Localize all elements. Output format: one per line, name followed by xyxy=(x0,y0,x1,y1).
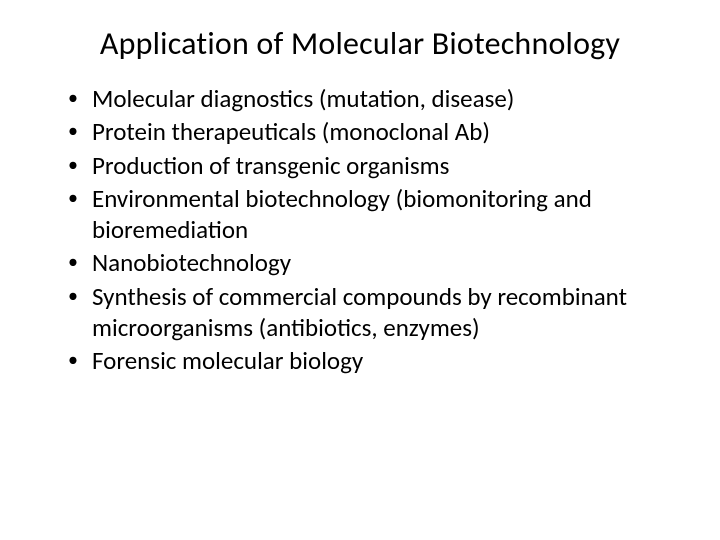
slide: Application of Molecular Biotechnology M… xyxy=(0,0,720,540)
list-item: Forensic molecular biology xyxy=(68,345,680,376)
list-item: Molecular diagnostics (mutation, disease… xyxy=(68,83,680,114)
slide-title: Application of Molecular Biotechnology xyxy=(40,24,680,63)
list-item: Environmental biotechnology (biomonitori… xyxy=(68,183,680,246)
list-item: Nanobiotechnology xyxy=(68,247,680,278)
list-item: Protein therapeuticals (monoclonal Ab) xyxy=(68,116,680,147)
bullet-list: Molecular diagnostics (mutation, disease… xyxy=(40,83,680,376)
list-item: Synthesis of commercial compounds by rec… xyxy=(68,281,680,344)
list-item: Production of transgenic organisms xyxy=(68,150,680,181)
